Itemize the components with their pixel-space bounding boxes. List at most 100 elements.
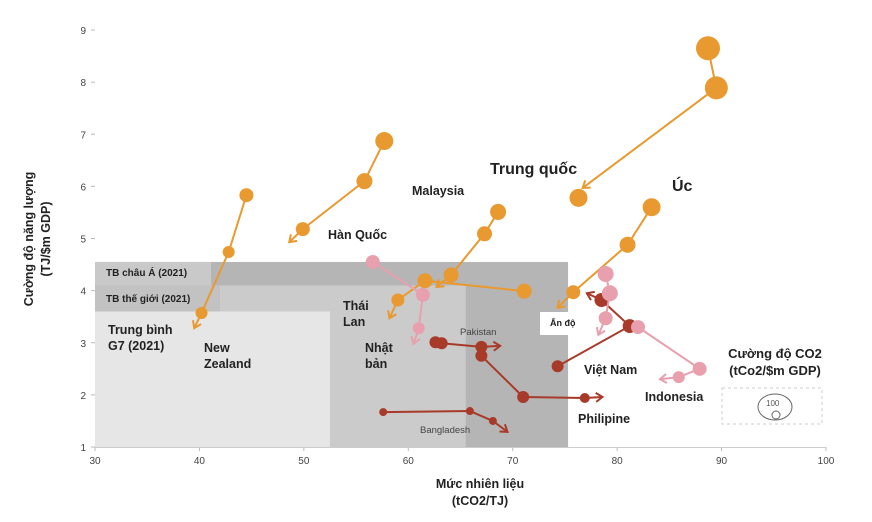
label-an-do: Ấn độ — [540, 312, 578, 335]
series-new-zealand — [192, 188, 254, 330]
x-axis-title-line1: Mức nhiên liệu — [435, 477, 525, 491]
arrow-head — [499, 423, 509, 433]
label-nhat-ban-line1: Nhật — [365, 341, 393, 355]
label-han-quoc: Hàn Quốc — [328, 228, 388, 242]
label-new-zealand-line2: Zealand — [204, 357, 252, 371]
series-hàn-quốc — [287, 132, 394, 244]
x-tick-label: 90 — [716, 456, 728, 467]
x-tick-label: 70 — [507, 456, 519, 467]
data-point — [412, 322, 425, 335]
label-thai-lan: Thái Lan — [343, 298, 369, 330]
label-nhat-ban: Nhật bản — [365, 340, 393, 372]
data-point — [579, 393, 590, 404]
y-axis-title-line1: Cường độ năng lượng — [22, 171, 36, 307]
x-tick-label: 50 — [298, 456, 310, 467]
data-point — [435, 337, 448, 350]
series-line — [637, 326, 702, 381]
label-thai-lan-line2: Lan — [343, 315, 366, 329]
data-point — [239, 188, 254, 203]
legend-value: 100 — [766, 399, 780, 408]
series-line — [480, 355, 603, 400]
data-point — [490, 203, 507, 220]
label-indonesia: Indonesia — [645, 390, 704, 404]
legend-title-line2: (tCo2/$m GDP) — [729, 363, 821, 378]
data-point — [597, 265, 614, 282]
data-point — [295, 222, 310, 237]
legend-title-line1: Cường độ CO2 — [728, 346, 822, 361]
region-2 — [95, 311, 330, 447]
region-label-g7-line1: Trung bình — [108, 323, 173, 337]
y-tick-label: 3 — [80, 339, 86, 350]
label-uc: Úc — [672, 178, 693, 195]
y-tick-label: 6 — [80, 182, 86, 193]
y-tick-label: 2 — [80, 391, 86, 402]
legend-title: Cường độ CO2 (tCo2/$m GDP) — [715, 345, 835, 379]
data-point — [601, 285, 618, 302]
series-line — [582, 48, 718, 189]
x-axis-title-line2: (tCO2/TJ) — [451, 494, 509, 508]
arrow-head — [585, 290, 595, 301]
x-axis-title: Mức nhiên liệu (tCO2/TJ) — [380, 476, 580, 510]
data-point — [488, 416, 497, 425]
label-thai-lan-line1: Thái — [343, 299, 369, 313]
region-band-world — [95, 285, 220, 312]
label-new-zealand-line1: New — [204, 341, 230, 355]
region-label-world: TB thế giới (2021) — [106, 294, 191, 305]
x-tick-label: 40 — [194, 456, 206, 467]
series-line — [288, 140, 386, 243]
arrow-head — [556, 299, 566, 310]
region-label-g7: Trung bình G7 (2021) — [108, 322, 173, 354]
series-việt-nam — [551, 290, 637, 373]
series-trung-quốc-(2021) — [569, 188, 588, 207]
label-pakistan: Pakistan — [460, 327, 497, 338]
series-line — [383, 410, 509, 433]
series-line — [557, 292, 632, 368]
arrow-head — [492, 340, 502, 352]
series-line — [435, 211, 499, 288]
data-point — [195, 307, 208, 320]
label-nhat-ban-line2: bản — [365, 357, 388, 371]
y-tick-label: 9 — [80, 26, 86, 37]
label-bangladesh: Bangladesh — [420, 425, 471, 436]
data-point — [516, 283, 532, 299]
data-point — [391, 293, 405, 307]
series-thái-lan — [595, 265, 618, 337]
arrow-head — [658, 373, 668, 384]
legend-box — [721, 387, 823, 425]
legend-bubble-small — [771, 410, 781, 420]
data-point — [475, 349, 488, 362]
arrow-head — [387, 310, 397, 320]
series-line — [193, 194, 248, 329]
y-tick-label: 5 — [80, 235, 86, 246]
arrow-head — [581, 180, 591, 190]
x-tick-label: 80 — [612, 456, 624, 467]
data-point — [695, 36, 720, 61]
arrow-head — [287, 234, 298, 244]
arrow-head — [595, 391, 605, 403]
data-point — [222, 246, 235, 259]
data-point — [631, 320, 646, 335]
data-point — [379, 408, 388, 417]
series-trung-quốc — [581, 36, 728, 190]
y-tick-label: 4 — [80, 287, 86, 298]
label-malaysia: Malaysia — [412, 184, 465, 198]
x-tick-label: 60 — [403, 456, 415, 467]
x-tick-label: 100 — [818, 456, 835, 467]
x-tick-label: 30 — [89, 456, 101, 467]
arrow-head — [192, 320, 202, 330]
data-point — [415, 287, 430, 302]
data-point — [569, 188, 588, 207]
data-point — [443, 267, 459, 283]
series-bangladesh — [379, 407, 509, 433]
data-point — [465, 407, 474, 416]
y-axis-title: Cường độ năng lượng (TJ/$m GDP) — [21, 139, 55, 339]
y-tick-label: 7 — [80, 130, 86, 141]
data-point — [642, 198, 661, 217]
data-point — [566, 285, 581, 300]
data-point — [477, 226, 493, 242]
data-point — [356, 173, 373, 190]
series-line — [388, 279, 525, 319]
y-tick-label: 1 — [80, 443, 86, 454]
region-label-g7-line2: G7 (2021) — [108, 339, 165, 353]
